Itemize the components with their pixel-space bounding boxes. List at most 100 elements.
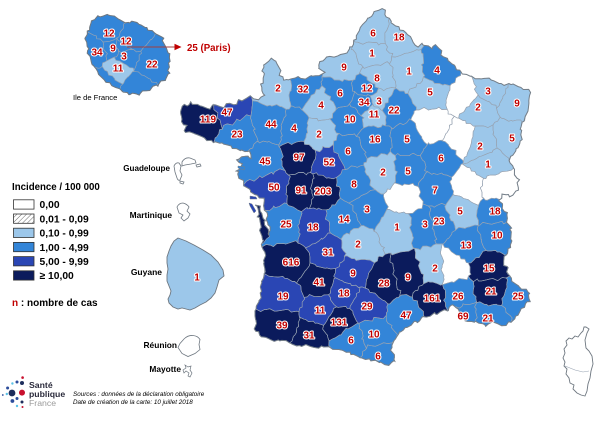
svg-text:47: 47	[221, 108, 233, 119]
svg-text:18: 18	[307, 223, 319, 234]
svg-text:≥ 10,00: ≥ 10,00	[40, 271, 75, 282]
svg-text:3: 3	[364, 205, 370, 216]
svg-text:10: 10	[344, 115, 356, 126]
svg-text:2: 2	[275, 84, 281, 95]
svg-text:Mayotte: Mayotte	[149, 364, 181, 374]
svg-text:Incidence / 100 000: Incidence / 100 000	[12, 182, 100, 193]
svg-text:13: 13	[460, 241, 472, 252]
svg-text:3: 3	[485, 87, 491, 98]
svg-text:8: 8	[351, 180, 357, 191]
svg-text:131: 131	[331, 318, 348, 329]
svg-text:1: 1	[394, 223, 400, 234]
svg-text:18: 18	[393, 33, 405, 44]
svg-text:25 (Paris): 25 (Paris)	[187, 43, 231, 54]
svg-text:1: 1	[485, 160, 491, 171]
svg-text:5: 5	[457, 207, 463, 218]
svg-text:28: 28	[378, 279, 390, 290]
svg-text:2: 2	[477, 142, 483, 153]
svg-text:16: 16	[369, 135, 381, 146]
svg-text:9: 9	[405, 273, 411, 284]
svg-text:25: 25	[512, 292, 524, 303]
svg-text:1,00 - 4,99: 1,00 - 4,99	[40, 243, 90, 254]
svg-text:50: 50	[268, 183, 280, 194]
svg-text:6: 6	[438, 154, 444, 165]
svg-text:2: 2	[316, 130, 322, 141]
svg-text:14: 14	[338, 215, 350, 226]
svg-text:23: 23	[231, 130, 243, 141]
svg-text:161: 161	[424, 294, 441, 305]
svg-text:9: 9	[514, 99, 520, 110]
svg-text:Guadeloupe: Guadeloupe	[123, 164, 170, 173]
svg-text:Martinique: Martinique	[130, 210, 173, 220]
svg-text:9: 9	[341, 63, 347, 74]
svg-text:publique: publique	[29, 389, 65, 399]
svg-text:0,10 - 0,99: 0,10 - 0,99	[40, 229, 90, 240]
svg-text:18: 18	[489, 207, 501, 218]
svg-text:2: 2	[380, 168, 386, 179]
svg-text:4: 4	[318, 101, 324, 112]
svg-text:5: 5	[509, 134, 515, 145]
svg-text:Ile de France: Ile de France	[73, 93, 117, 102]
svg-text:69: 69	[457, 312, 469, 323]
svg-text:7: 7	[432, 186, 438, 197]
svg-text:6: 6	[375, 352, 381, 363]
svg-text:52: 52	[323, 158, 335, 169]
svg-text:44: 44	[265, 120, 277, 131]
svg-text:25: 25	[280, 220, 292, 231]
svg-text:2: 2	[355, 240, 361, 251]
svg-text:23: 23	[433, 217, 445, 228]
svg-text:France: France	[29, 398, 56, 408]
svg-text:6: 6	[337, 89, 343, 100]
svg-text:22: 22	[146, 60, 158, 71]
svg-text:9: 9	[110, 44, 116, 55]
svg-text:4: 4	[434, 66, 440, 77]
svg-text:4: 4	[291, 124, 297, 135]
svg-text:18: 18	[338, 289, 350, 300]
svg-text:91: 91	[295, 186, 307, 197]
svg-text:6: 6	[348, 336, 354, 347]
svg-text:Sources : données de la déclar: Sources : données de la déclaration obli…	[73, 391, 205, 398]
svg-text:2: 2	[475, 103, 481, 114]
svg-text:5: 5	[427, 88, 433, 99]
svg-text:203: 203	[315, 187, 332, 198]
svg-text:11: 11	[369, 110, 380, 121]
svg-text:97: 97	[293, 153, 305, 164]
svg-text:21: 21	[485, 287, 497, 298]
svg-text:Guyane: Guyane	[131, 267, 162, 277]
svg-text:39: 39	[276, 321, 288, 332]
svg-text:15: 15	[483, 264, 495, 275]
svg-text:0,01 - 0,09: 0,01 - 0,09	[40, 214, 90, 225]
svg-text:31: 31	[303, 331, 315, 342]
svg-text:21: 21	[482, 314, 494, 325]
svg-text:5,00 - 9,99: 5,00 - 9,99	[40, 257, 90, 268]
svg-text:11: 11	[315, 306, 326, 317]
svg-text:3: 3	[422, 220, 428, 231]
svg-text:Santé: Santé	[29, 380, 53, 390]
svg-text:5: 5	[404, 135, 410, 146]
svg-text:10: 10	[491, 231, 503, 242]
svg-text:26: 26	[452, 292, 464, 303]
svg-text:22: 22	[388, 106, 400, 117]
svg-text:9: 9	[350, 269, 356, 280]
svg-text:32: 32	[297, 85, 309, 96]
svg-text:Réunion: Réunion	[144, 340, 178, 350]
svg-text:34: 34	[91, 48, 103, 59]
svg-text:2: 2	[432, 264, 438, 275]
svg-text:1: 1	[406, 67, 412, 78]
svg-text:45: 45	[259, 157, 271, 168]
svg-text:3: 3	[376, 97, 382, 108]
svg-text:29: 29	[361, 302, 373, 313]
svg-text:1: 1	[369, 49, 375, 60]
svg-text:47: 47	[400, 311, 412, 322]
svg-text:31: 31	[322, 248, 334, 259]
svg-text:Date de création de la carte:: Date de création de la carte: 10 juillet…	[73, 399, 193, 406]
svg-text:6: 6	[345, 147, 351, 158]
svg-text:3: 3	[121, 52, 127, 63]
svg-text:11: 11	[113, 64, 124, 75]
svg-text:12: 12	[120, 37, 132, 48]
svg-text:12: 12	[361, 84, 373, 95]
svg-text:10: 10	[368, 330, 380, 341]
svg-text:1: 1	[194, 273, 200, 284]
svg-text:n : nombre de cas: n : nombre de cas	[12, 298, 98, 309]
svg-text:41: 41	[313, 278, 325, 289]
